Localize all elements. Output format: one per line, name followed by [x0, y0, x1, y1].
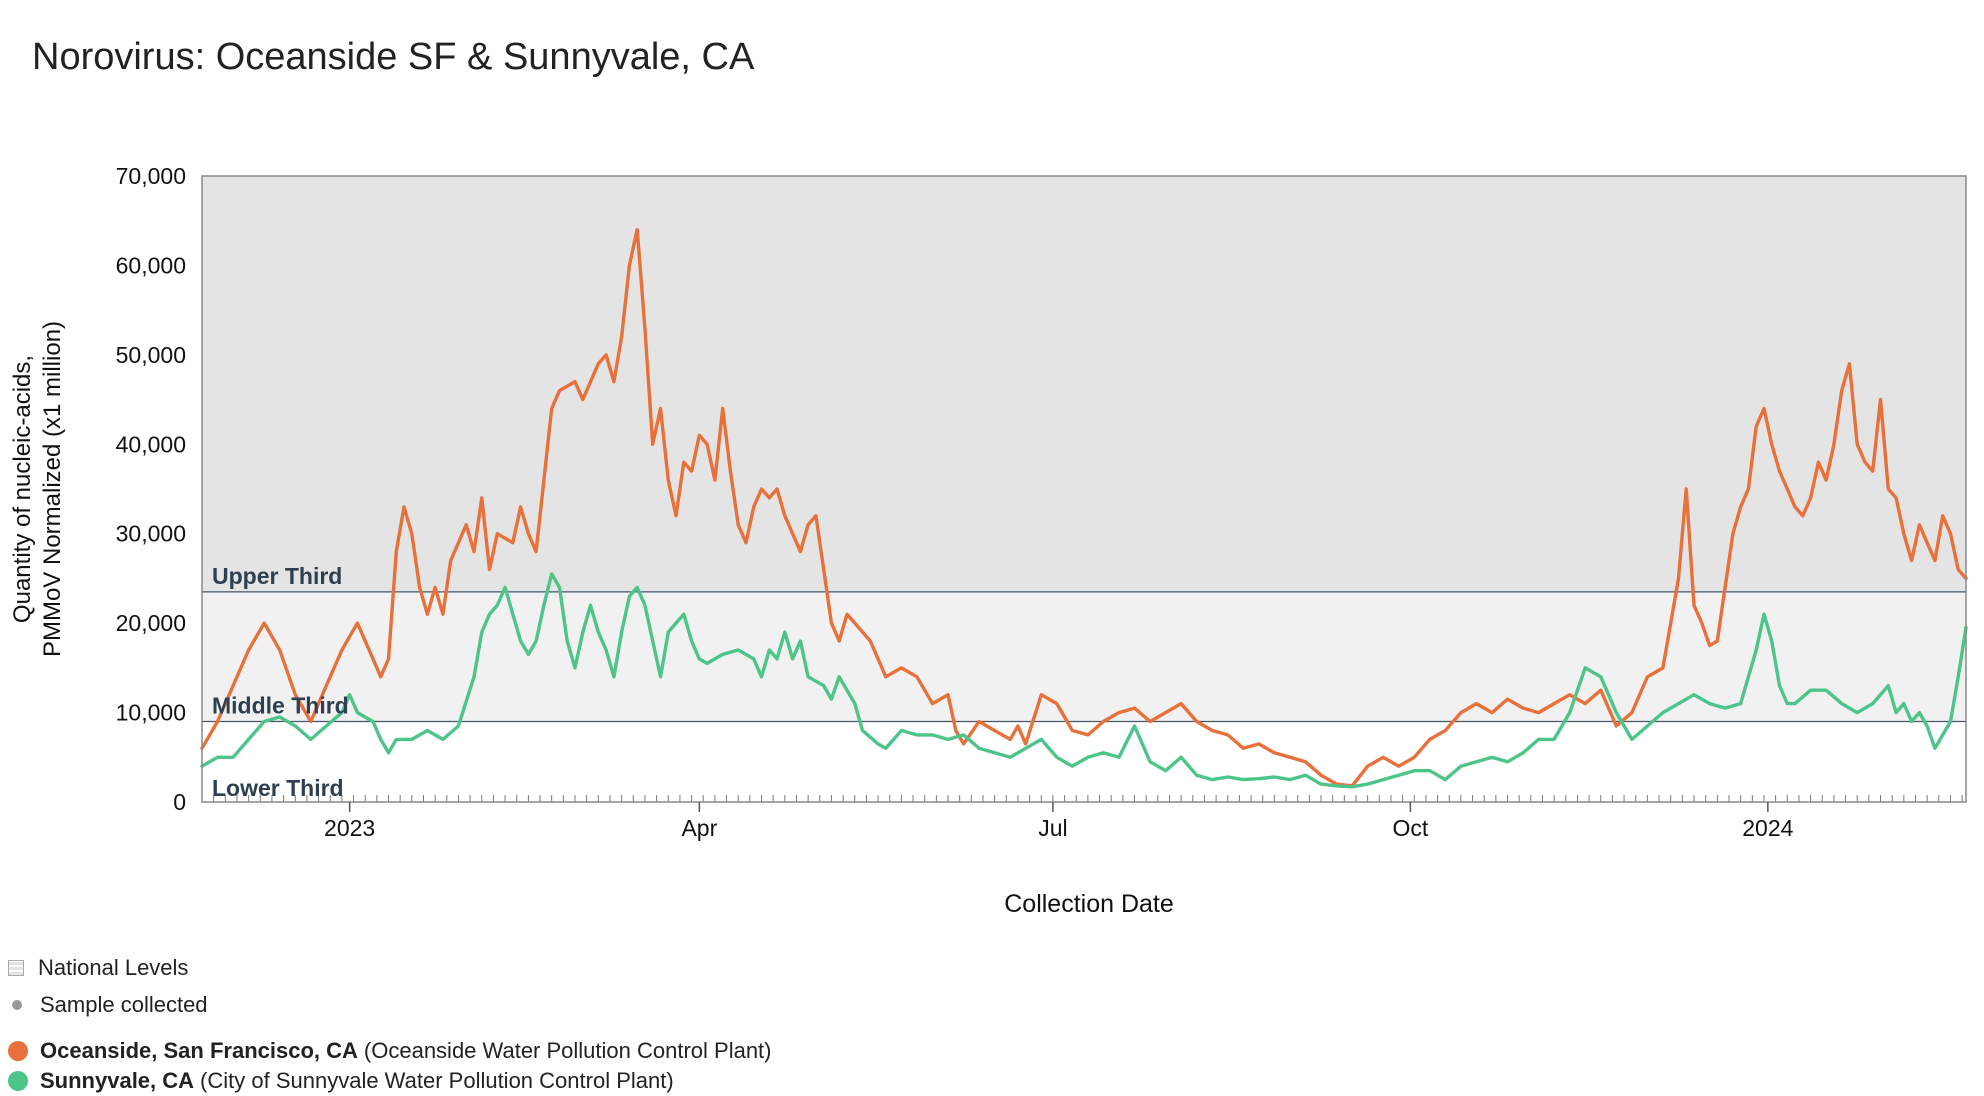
legend-series-plant: (Oceanside Water Pollution Control Plant…: [363, 1038, 772, 1063]
band-upper-third: [202, 176, 1966, 592]
legend-series-sunnyvale[interactable]: Sunnyvale, CA (City of Sunnyvale Water P…: [8, 1068, 674, 1094]
y-tick-label: 60,000: [116, 252, 186, 278]
y-tick-label: 0: [173, 789, 186, 815]
band-label: Lower Third: [212, 775, 344, 801]
x-tick-label: Apr: [681, 815, 717, 841]
legend-national-label: National Levels: [38, 955, 189, 980]
x-tick-label: 2023: [324, 815, 375, 841]
y-axis-label-line1: Quantity of nucleic-acids,: [9, 355, 36, 623]
series-lines: [200, 228, 1968, 789]
x-tick-label: Jul: [1038, 815, 1067, 841]
oceanside-color-dot-icon: [8, 1041, 28, 1061]
legend-national[interactable]: National Levels: [8, 955, 188, 981]
page-title: Norovirus: Oceanside SF & Sunnyvale, CA: [32, 36, 755, 78]
series-line-sunnyvale: [200, 572, 1968, 789]
x-axis: 2023 Apr Jul Oct 2024: [324, 802, 1794, 841]
series-line-oceanside: [200, 228, 1968, 788]
x-axis-label: Collection Date: [1004, 890, 1174, 918]
legend-sample-label: Sample collected: [40, 992, 208, 1017]
legend-series-name: Oceanside, San Francisco, CA: [40, 1038, 358, 1063]
y-axis-label-line2: PMMoV Normalized (x1 million): [39, 321, 66, 657]
legend-series-oceanside[interactable]: Oceanside, San Francisco, CA (Oceanside …: [8, 1038, 772, 1064]
sample-dot-icon: [12, 1000, 22, 1010]
x-tick-label: Oct: [1392, 815, 1428, 841]
x-tick-label: 2024: [1742, 815, 1793, 841]
y-axis: 0 10,000 20,000 30,000 40,000 50,000 60,000 70,…: [116, 163, 186, 815]
legend-series-plant: (City of Sunnyvale Water Pollution Contr…: [200, 1068, 674, 1093]
band-label: Upper Third: [212, 563, 342, 589]
legend-series-name: Sunnyvale, CA: [40, 1068, 195, 1093]
plot-frame: [201, 175, 1967, 803]
national-levels-icon: [8, 960, 24, 976]
threshold-bands: [202, 176, 1966, 802]
sunnyvale-color-dot-icon: [8, 1071, 28, 1091]
y-tick-label: 50,000: [116, 342, 186, 368]
y-tick-label: 10,000: [116, 700, 186, 726]
y-tick-label: 40,000: [116, 431, 186, 457]
band-label: Middle Third: [212, 693, 349, 719]
x-minor-ticks: [201, 795, 1963, 802]
legend-sample[interactable]: Sample collected: [8, 992, 208, 1018]
y-tick-label: 30,000: [116, 521, 186, 547]
band-labels: Upper Third Middle Third Lower Third: [212, 563, 349, 801]
y-tick-label: 70,000: [116, 163, 186, 189]
y-tick-label: 20,000: [116, 610, 186, 636]
